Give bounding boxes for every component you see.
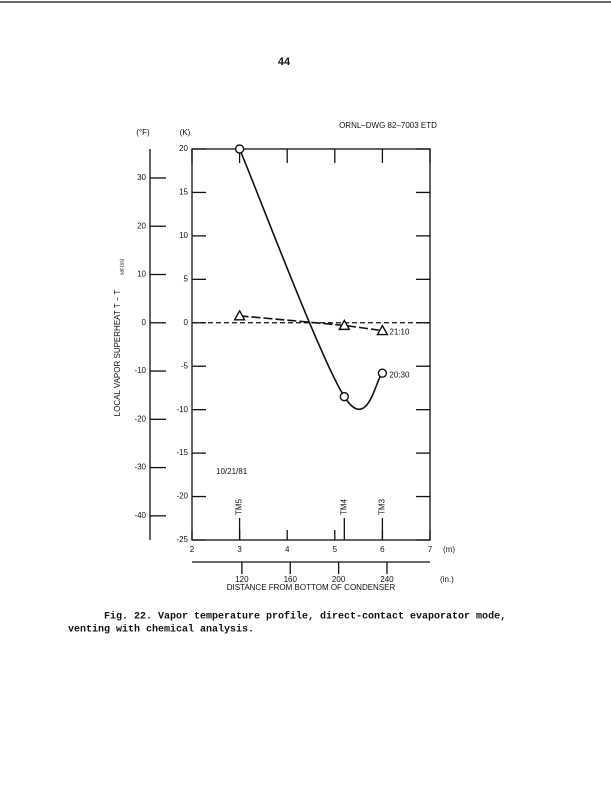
y2-tick-label: -40 xyxy=(134,511,146,520)
x2-tick-label: 240 xyxy=(380,575,394,584)
y-tick-label: 10 xyxy=(179,231,188,240)
y2-tick-label: -20 xyxy=(134,414,146,423)
x2-tick-label: 160 xyxy=(284,575,298,584)
x2-unit: (in.) xyxy=(440,575,454,584)
x2-tick-label: 200 xyxy=(332,575,346,584)
y-tick-label: -10 xyxy=(176,405,188,414)
y-tick-label: 5 xyxy=(184,274,189,283)
point-marker xyxy=(338,318,351,331)
x-tick-label: 2 xyxy=(190,545,195,554)
y2-tick-label: 20 xyxy=(137,221,146,230)
point-marker xyxy=(339,391,350,402)
probe-label: TM4 xyxy=(339,498,348,515)
y2-tick-label: 10 xyxy=(137,270,146,279)
point-marker xyxy=(376,324,389,336)
y2-unit: (°F) xyxy=(136,128,150,137)
x-tick-label: 5 xyxy=(333,545,338,554)
y-label-sub: sat (ss) xyxy=(119,258,125,275)
x-label: DISTANCE FROM BOTTOM OF CONDENSER xyxy=(227,583,396,592)
x-tick-label: 4 xyxy=(285,545,290,554)
x2-tick-label: 120 xyxy=(235,575,249,584)
y-tick-label: 0 xyxy=(184,318,189,327)
point-marker xyxy=(234,144,245,154)
y-label-group: LOCAL VAPOR SUPERHEAT T − T sat (ss) xyxy=(113,258,125,416)
y2-tick-label: -30 xyxy=(134,463,146,472)
y2-tick-label: 0 xyxy=(142,318,147,327)
x-tick-label: 3 xyxy=(237,545,242,554)
y2-tick-label: 30 xyxy=(137,173,146,182)
y-tick-label: -20 xyxy=(176,492,188,501)
page-number: 44 xyxy=(278,56,291,68)
y-tick-label: -15 xyxy=(176,448,188,457)
y-label: LOCAL VAPOR SUPERHEAT T − T xyxy=(113,290,122,417)
y-tick-label: 20 xyxy=(179,144,188,153)
series-line xyxy=(238,148,384,410)
y-tick-label: 15 xyxy=(179,188,188,197)
drawing-id: ORNL–DWG 82–7003 ETD xyxy=(339,121,437,130)
caption-line: Fig. 22. Vapor temperature profile, dire… xyxy=(104,611,506,623)
plot-frame xyxy=(191,148,431,541)
point-marker xyxy=(377,368,388,378)
caption-line: venting with chemical analysis. xyxy=(68,624,254,636)
point-marker xyxy=(233,309,246,321)
probe-label: TM5 xyxy=(235,498,244,515)
probe-label: TM3 xyxy=(378,498,387,515)
series-label: 21:10 xyxy=(389,328,410,337)
x-tick-label: 6 xyxy=(380,545,385,554)
date-label: 10/21/81 xyxy=(216,467,248,476)
y2-tick-label: -10 xyxy=(134,366,146,375)
y-tick-label: -5 xyxy=(181,361,189,370)
y-tick-label: -25 xyxy=(176,535,188,544)
x-tick-label: 7 xyxy=(428,545,433,554)
x-unit: (m) xyxy=(443,545,455,554)
y-unit: (K) xyxy=(180,128,191,137)
series-label: 20:30 xyxy=(389,370,410,379)
